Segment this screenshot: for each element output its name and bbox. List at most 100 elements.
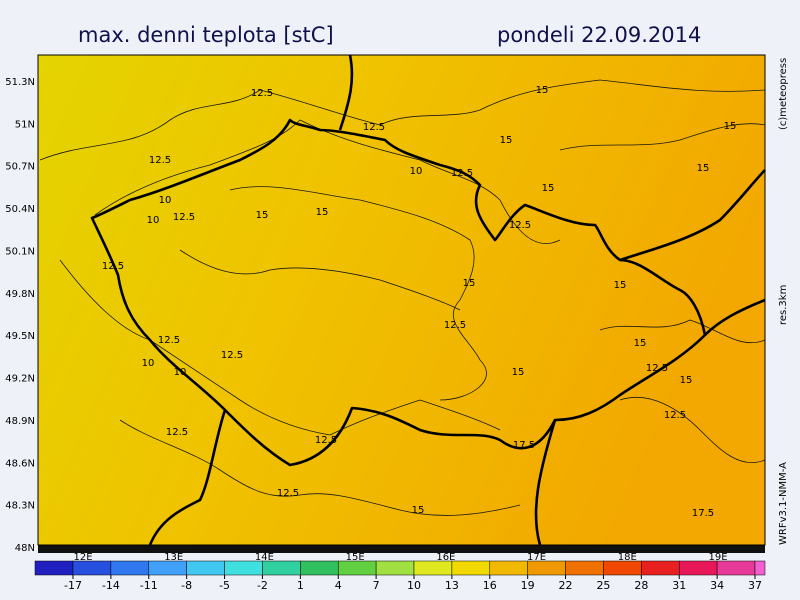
colorbar-swatch xyxy=(527,560,566,576)
contour-label: 12.5 xyxy=(444,320,466,331)
contour-label: 15 xyxy=(542,183,555,194)
colorbar-label: -14 xyxy=(102,579,120,592)
colorbar-label: 10 xyxy=(407,579,421,592)
latitude-label: 49.8N xyxy=(5,289,35,300)
colorbar-swatch xyxy=(678,560,718,576)
contour-label: 12.5 xyxy=(646,363,668,374)
contour-label: 15 xyxy=(316,207,329,218)
contour-line xyxy=(119,419,521,516)
colorbar-label: 4 xyxy=(335,579,342,592)
contour-label: 12.5 xyxy=(173,212,195,223)
date: pondeli 22.09.2014 xyxy=(497,23,701,47)
colorbar-swatch xyxy=(716,560,756,576)
contour-label: 15 xyxy=(614,280,627,291)
contour-label: 12.5 xyxy=(102,261,124,272)
latitude-label: 48.6N xyxy=(5,458,35,469)
colorbar-label: 25 xyxy=(596,579,610,592)
longitude-label: 18E xyxy=(618,552,637,563)
contour-label: 15 xyxy=(412,505,425,516)
country-border xyxy=(534,419,557,546)
colorbar-label: -5 xyxy=(219,579,230,592)
colorbar-swatch xyxy=(224,560,263,576)
colorbar-label: 37 xyxy=(748,579,762,592)
colorbar-swatch xyxy=(603,560,642,576)
contour-line xyxy=(39,79,766,161)
contour-line xyxy=(599,319,766,344)
copyright: (c)meteopress xyxy=(778,58,789,130)
contour-label: 17.5 xyxy=(692,508,714,519)
contour-label: 10 xyxy=(174,367,187,378)
longitude-label: 14E xyxy=(255,552,274,563)
temperature-field xyxy=(38,55,765,545)
contour-line xyxy=(229,186,487,401)
colorbar-swatch xyxy=(375,560,415,576)
contour-label: 17.5 xyxy=(513,440,535,451)
colorbar-swatch xyxy=(110,560,150,576)
longitude-label: 13E xyxy=(164,552,183,563)
colorbar-label: -11 xyxy=(140,579,158,592)
contours xyxy=(39,79,766,516)
contour-label: 12.5 xyxy=(149,155,171,166)
latitude-label: 48N xyxy=(15,543,35,554)
contour-label: 12.5 xyxy=(664,410,686,421)
colorbar-swatch xyxy=(413,560,453,576)
colorbar-swatch xyxy=(754,560,766,576)
contour-label: 12.5 xyxy=(451,168,473,179)
colorbar-swatch xyxy=(565,560,604,576)
colorbar-label: -2 xyxy=(257,579,268,592)
colorbar-swatch xyxy=(451,560,491,576)
country-border xyxy=(619,169,766,262)
colorbar-label: 28 xyxy=(634,579,648,592)
map xyxy=(37,54,766,553)
latitude-label: 48.3N xyxy=(5,501,35,512)
contour-label: 10 xyxy=(142,358,155,369)
colorbar-swatch xyxy=(186,560,225,576)
colorbar-label: -17 xyxy=(64,579,82,592)
colorbar-swatch xyxy=(148,560,187,576)
colorbar-label: 19 xyxy=(521,579,535,592)
resolution: res.3km xyxy=(778,285,789,325)
contour-label: 12.5 xyxy=(166,427,188,438)
contour-line xyxy=(94,119,561,244)
colorbar-swatch xyxy=(641,560,680,576)
contour-label: 15 xyxy=(500,135,513,146)
contour-label: 12.5 xyxy=(315,435,337,446)
colorbar-label: 34 xyxy=(710,579,724,592)
colorbar-swatch xyxy=(262,560,301,576)
longitude-label: 15E xyxy=(346,552,365,563)
map-bottom-strip xyxy=(38,545,765,553)
latitude-label: 50.1N xyxy=(5,246,35,257)
country-border xyxy=(90,118,707,467)
longitude-label: 12E xyxy=(73,552,92,563)
contour-label: 10 xyxy=(147,215,160,226)
colorbar-label: 1 xyxy=(297,579,304,592)
colorbar-swatch xyxy=(300,560,339,576)
colorbar-label: -8 xyxy=(181,579,192,592)
contour-label: 12.5 xyxy=(509,220,531,231)
latitude-label: 51N xyxy=(15,119,35,130)
longitude-label: 16E xyxy=(436,552,455,563)
contour-label: 15 xyxy=(256,210,269,221)
title: max. denni teplota [stC] xyxy=(78,23,334,47)
colorbar-swatch xyxy=(34,560,74,576)
contour-label: 15 xyxy=(634,338,647,349)
contour-label: 12.5 xyxy=(158,335,180,346)
contour-label: 15 xyxy=(536,85,549,96)
contour-label: 12.5 xyxy=(251,88,273,99)
contour-line xyxy=(619,396,766,464)
colorbar-label: 31 xyxy=(672,579,686,592)
latitude-label: 50.4N xyxy=(5,204,35,215)
contour-label: 12.5 xyxy=(363,122,385,133)
colorbar-swatch xyxy=(337,560,377,576)
contour-label: 12.5 xyxy=(221,350,243,361)
contour-line xyxy=(179,249,461,311)
contour-label: 12.5 xyxy=(277,488,299,499)
longitude-label: 17E xyxy=(527,552,546,563)
model: WRFv3.1-NMM-A xyxy=(778,462,789,545)
contour-label: 15 xyxy=(697,163,710,174)
contour-label: 15 xyxy=(680,375,693,386)
colorbar-label: 16 xyxy=(483,579,497,592)
colorbar-label: 22 xyxy=(559,579,573,592)
contour-label: 10 xyxy=(410,166,423,177)
country-border xyxy=(704,298,766,336)
